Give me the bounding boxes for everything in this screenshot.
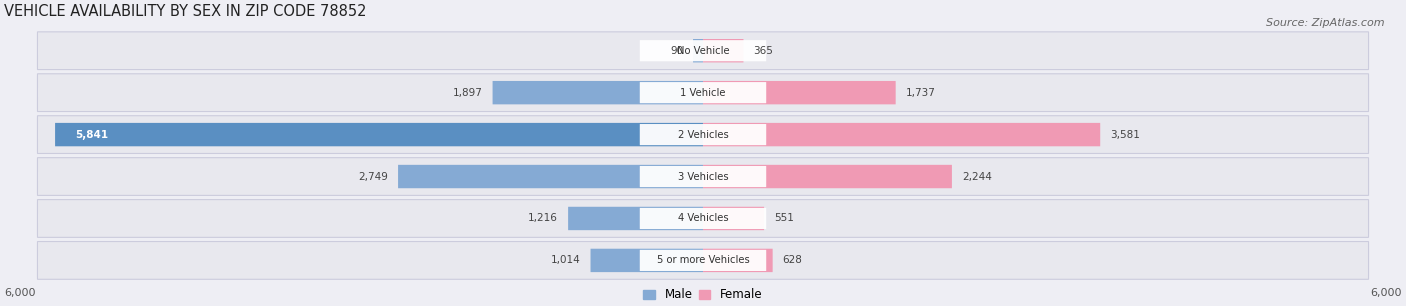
FancyBboxPatch shape bbox=[38, 241, 1368, 279]
Text: 2 Vehicles: 2 Vehicles bbox=[678, 130, 728, 140]
Text: 90: 90 bbox=[669, 46, 683, 56]
FancyBboxPatch shape bbox=[640, 124, 766, 145]
FancyBboxPatch shape bbox=[38, 158, 1368, 196]
Text: 1 Vehicle: 1 Vehicle bbox=[681, 88, 725, 98]
FancyBboxPatch shape bbox=[640, 166, 766, 187]
Text: 1,014: 1,014 bbox=[551, 256, 581, 265]
Text: 551: 551 bbox=[775, 214, 794, 223]
FancyBboxPatch shape bbox=[38, 32, 1368, 69]
FancyBboxPatch shape bbox=[640, 40, 766, 61]
Text: 4 Vehicles: 4 Vehicles bbox=[678, 214, 728, 223]
FancyBboxPatch shape bbox=[568, 207, 703, 230]
FancyBboxPatch shape bbox=[703, 207, 763, 230]
FancyBboxPatch shape bbox=[640, 250, 766, 271]
Text: 1,216: 1,216 bbox=[529, 214, 558, 223]
Text: 5,841: 5,841 bbox=[75, 130, 108, 140]
Text: 6,000: 6,000 bbox=[4, 288, 35, 298]
Text: 1,897: 1,897 bbox=[453, 88, 482, 98]
Text: 5 or more Vehicles: 5 or more Vehicles bbox=[657, 256, 749, 265]
FancyBboxPatch shape bbox=[38, 116, 1368, 154]
Text: 365: 365 bbox=[754, 46, 773, 56]
Text: 3 Vehicles: 3 Vehicles bbox=[678, 172, 728, 181]
FancyBboxPatch shape bbox=[703, 165, 952, 188]
FancyBboxPatch shape bbox=[492, 81, 703, 104]
FancyBboxPatch shape bbox=[703, 39, 744, 62]
Text: VEHICLE AVAILABILITY BY SEX IN ZIP CODE 78852: VEHICLE AVAILABILITY BY SEX IN ZIP CODE … bbox=[4, 4, 367, 19]
Text: 2,749: 2,749 bbox=[359, 172, 388, 181]
FancyBboxPatch shape bbox=[591, 249, 703, 272]
FancyBboxPatch shape bbox=[38, 200, 1368, 237]
FancyBboxPatch shape bbox=[640, 208, 766, 229]
Text: 6,000: 6,000 bbox=[1371, 288, 1402, 298]
FancyBboxPatch shape bbox=[703, 81, 896, 104]
Text: 3,581: 3,581 bbox=[1111, 130, 1140, 140]
FancyBboxPatch shape bbox=[55, 123, 703, 146]
FancyBboxPatch shape bbox=[398, 165, 703, 188]
Legend: Male, Female: Male, Female bbox=[644, 289, 762, 301]
FancyBboxPatch shape bbox=[640, 82, 766, 103]
Text: 2,244: 2,244 bbox=[962, 172, 991, 181]
FancyBboxPatch shape bbox=[703, 249, 773, 272]
FancyBboxPatch shape bbox=[693, 39, 703, 62]
Text: 628: 628 bbox=[783, 256, 803, 265]
Text: 1,737: 1,737 bbox=[905, 88, 935, 98]
Text: Source: ZipAtlas.com: Source: ZipAtlas.com bbox=[1267, 18, 1385, 28]
Text: No Vehicle: No Vehicle bbox=[676, 46, 730, 56]
FancyBboxPatch shape bbox=[38, 74, 1368, 111]
FancyBboxPatch shape bbox=[703, 123, 1101, 146]
